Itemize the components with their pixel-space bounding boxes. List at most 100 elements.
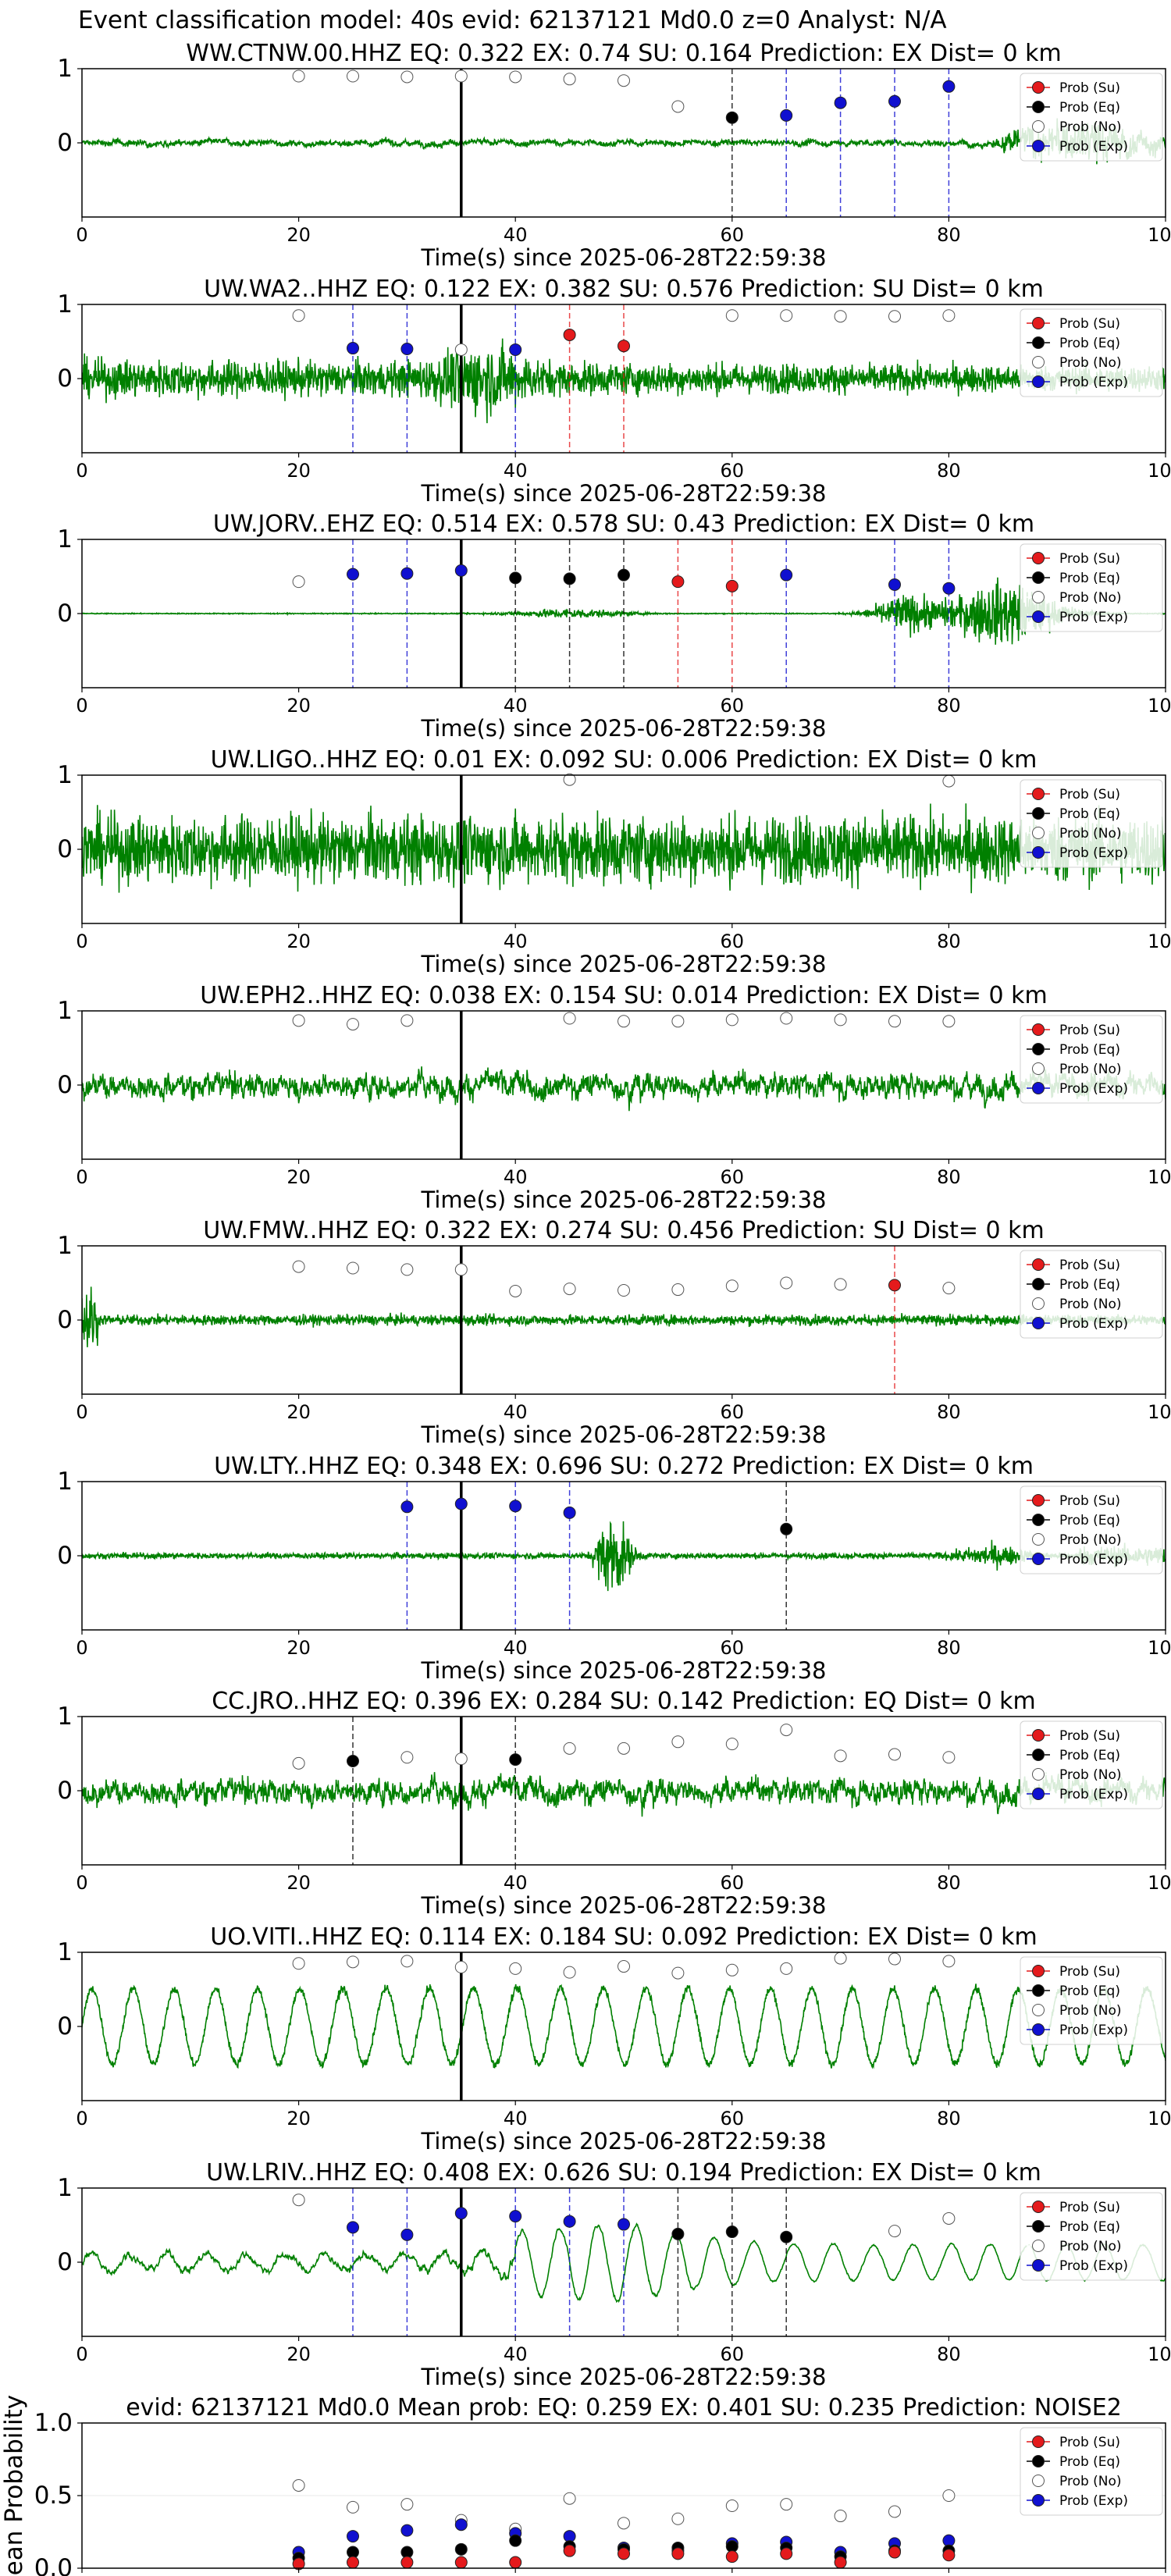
legend-label: Prob (No) (1059, 1532, 1122, 1548)
legend-box (1020, 1485, 1163, 1574)
legend-label: Prob (Su) (1059, 787, 1120, 802)
prob-point-no (563, 2492, 576, 2505)
legend-marker-su (1032, 1965, 1045, 1977)
prob-point-exp (400, 567, 414, 580)
legend-label: Prob (Su) (1059, 316, 1120, 332)
x-tick-label: 20 (287, 930, 311, 952)
prob-point-eq (509, 1753, 522, 1767)
x-tick-label: 80 (937, 2108, 961, 2129)
prob-point-no (725, 1013, 739, 1026)
legend-label: Prob (Eq) (1059, 806, 1120, 822)
x-tick-label: 100 (1148, 1401, 1171, 1423)
prob-point-no (292, 1957, 305, 1970)
subplot-title: UW.WA2..HHZ EQ: 0.122 EX: 0.382 SU: 0.57… (204, 276, 1044, 303)
prob-point-no (454, 1961, 468, 1973)
legend-label: Prob (No) (1059, 590, 1122, 606)
legend: Prob (Su) Prob (Eq) Prob (No) Prob (Exp) (1020, 308, 1163, 397)
prob-point-exp (347, 2530, 359, 2543)
x-tick-label: 0 (76, 224, 87, 246)
legend-label: Prob (Eq) (1059, 1277, 1120, 1293)
x-tick-label: 20 (287, 1166, 311, 1188)
legend-box (1020, 543, 1163, 632)
prob-point-no (454, 69, 468, 83)
subplot-title: evid: 62137121 Md0.0 Mean prob: EQ: 0.25… (126, 2394, 1122, 2421)
prob-point-su (888, 2546, 901, 2559)
y-tick-label: 1 (57, 1703, 73, 1731)
prob-point-no (888, 310, 901, 323)
legend-label: Prob (Eq) (1059, 2219, 1120, 2235)
prob-point-no (400, 1751, 414, 1764)
x-axis-label: Time(s) since 2025-06-28T22:59:38 (421, 715, 827, 742)
prob-point-no (292, 575, 305, 589)
x-tick-label: 20 (287, 2108, 311, 2129)
y-tick-label: 1 (57, 1232, 73, 1260)
prob-point-eq (509, 571, 522, 585)
prob-point-no (563, 1283, 576, 1296)
legend-label: Prob (Eq) (1059, 1748, 1120, 1763)
legend: Prob (Su) Prob (Eq) Prob (No) Prob (Exp) (1020, 2427, 1163, 2516)
x-tick-label: 0 (76, 460, 87, 482)
prob-point-exp (400, 1500, 414, 1514)
x-axis-label: Time(s) since 2025-06-28T22:59:38 (421, 244, 827, 271)
legend-label: Prob (No) (1059, 1297, 1122, 1312)
prob-point-eq (454, 2542, 468, 2556)
prob-point-no (942, 1282, 956, 1295)
prob-point-no (834, 310, 847, 323)
x-tick-label: 0 (76, 1637, 87, 1659)
prob-point-no (563, 1742, 576, 1755)
legend-marker-exp (1032, 140, 1045, 152)
x-axis-label: Time(s) since 2025-06-28T22:59:38 (421, 1421, 827, 1448)
legend-marker-su (1032, 552, 1045, 564)
y-tick-label: 0 (57, 835, 73, 863)
prob-point-no (834, 1278, 847, 1291)
prob-point-exp (454, 2207, 468, 2220)
x-tick-label: 60 (721, 1401, 745, 1423)
y-tick-label: 0 (57, 600, 73, 628)
prob-point-su (942, 2549, 956, 2562)
legend: Prob (Su) Prob (Eq) Prob (No) Prob (Exp) (1020, 1720, 1163, 1809)
prob-point-no (292, 1014, 305, 1027)
prob-point-no (292, 2194, 305, 2207)
x-tick-label: 100 (1148, 930, 1171, 952)
legend-label: Prob (Su) (1059, 1023, 1120, 1038)
legend-label: Prob (Exp) (1059, 1316, 1128, 1332)
legend-marker-exp (1032, 2494, 1045, 2507)
x-axis-label: Time(s) since 2025-06-28T22:59:38 (421, 951, 827, 977)
waveform-trace (82, 1521, 1166, 1592)
legend-marker-eq (1032, 1514, 1045, 1526)
legend: Prob (Su) Prob (Eq) Prob (No) Prob (Exp) (1020, 543, 1163, 632)
y-tick-label: 0 (57, 2012, 73, 2041)
prob-point-su (563, 328, 576, 341)
legend-label: Prob (No) (1059, 2003, 1122, 2019)
prob-point-no (347, 2500, 359, 2514)
subplot-1: WW.CTNW.00.HHZ EQ: 0.322 EX: 0.74 SU: 0.… (57, 40, 1171, 271)
prob-point-su (618, 340, 630, 353)
prob-point-su (563, 2544, 576, 2557)
legend-marker-su (1032, 788, 1045, 800)
x-tick-label: 80 (937, 1872, 961, 1894)
legend-label: Prob (No) (1059, 119, 1122, 135)
legend: Prob (Su) Prob (Eq) Prob (No) Prob (Exp) (1020, 2192, 1163, 2281)
legend-marker-exp (1032, 2259, 1045, 2272)
subplot-7: UW.LTY..HHZ EQ: 0.348 EX: 0.696 SU: 0.27… (57, 1453, 1171, 1684)
legend-marker-exp (1032, 1317, 1045, 1329)
x-tick-label: 20 (287, 1872, 311, 1894)
legend-marker-no (1032, 1533, 1045, 1546)
y-tick-label: 1.0 (34, 2409, 73, 2437)
prob-point-no (780, 1012, 793, 1025)
legend-marker-eq (1032, 1278, 1045, 1290)
legend-marker-no (1032, 1768, 1045, 1781)
legend-label: Prob (No) (1059, 1062, 1122, 1077)
x-tick-label: 40 (504, 2343, 528, 2365)
prob-point-no (400, 2498, 414, 2511)
x-tick-label: 80 (937, 224, 961, 246)
x-tick-label: 40 (504, 1166, 528, 1188)
legend-label: Prob (Su) (1059, 1258, 1120, 1273)
legend-label: Prob (Eq) (1059, 1042, 1120, 1058)
legend-label: Prob (Eq) (1059, 2454, 1120, 2470)
legend-box (1020, 1720, 1163, 1809)
prob-point-su (671, 575, 685, 589)
prob-point-su (454, 2556, 468, 2569)
x-tick-label: 60 (721, 695, 745, 717)
